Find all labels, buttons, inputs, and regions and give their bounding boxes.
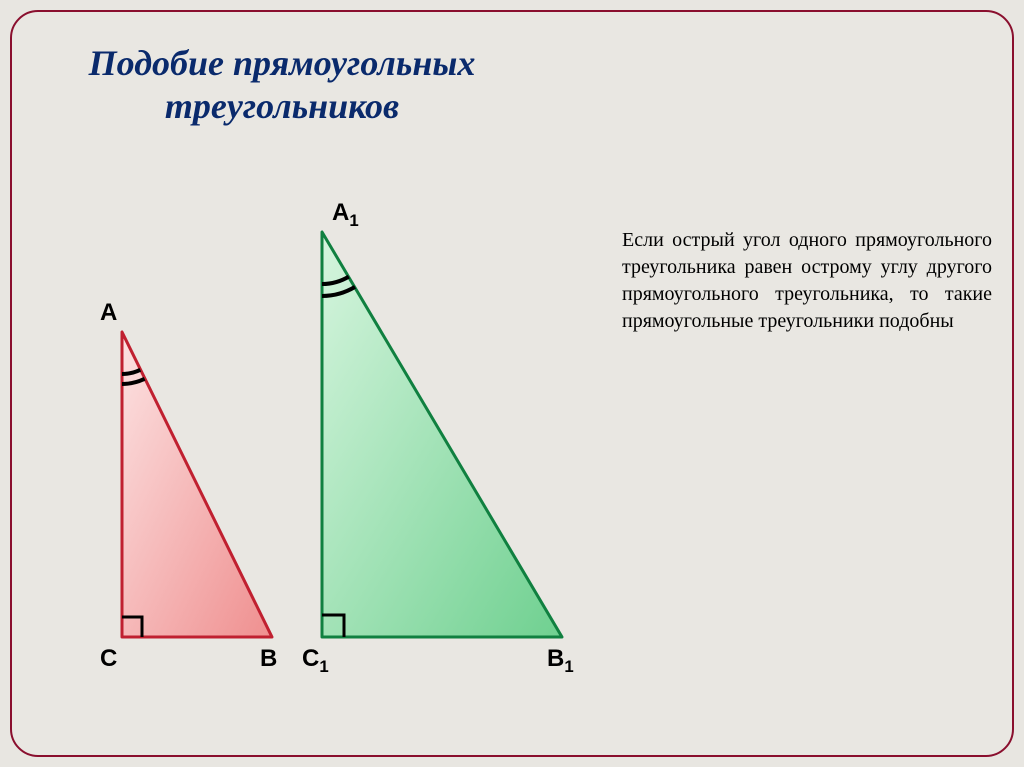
label-A: A xyxy=(100,299,117,327)
label-B1: B1 xyxy=(547,645,574,677)
label-C1: C1 xyxy=(302,645,329,677)
label-C: C xyxy=(100,645,117,673)
slide-title: Подобие прямоугольных треугольников xyxy=(72,42,492,128)
diagram-svg xyxy=(82,207,602,707)
title-text: Подобие прямоугольных треугольников xyxy=(89,43,476,126)
slide-card: Подобие прямоугольных треугольников Если… xyxy=(10,10,1014,757)
triangles-diagram: A C B A1 C1 B1 xyxy=(82,207,602,707)
triangle-large xyxy=(322,232,562,637)
description-text: Если острый угол одного прямоугольного т… xyxy=(622,229,992,332)
triangle-small xyxy=(122,332,272,637)
label-B: B xyxy=(260,645,277,673)
description-paragraph: Если острый угол одного прямоугольного т… xyxy=(622,227,992,335)
label-A1: A1 xyxy=(332,199,359,231)
